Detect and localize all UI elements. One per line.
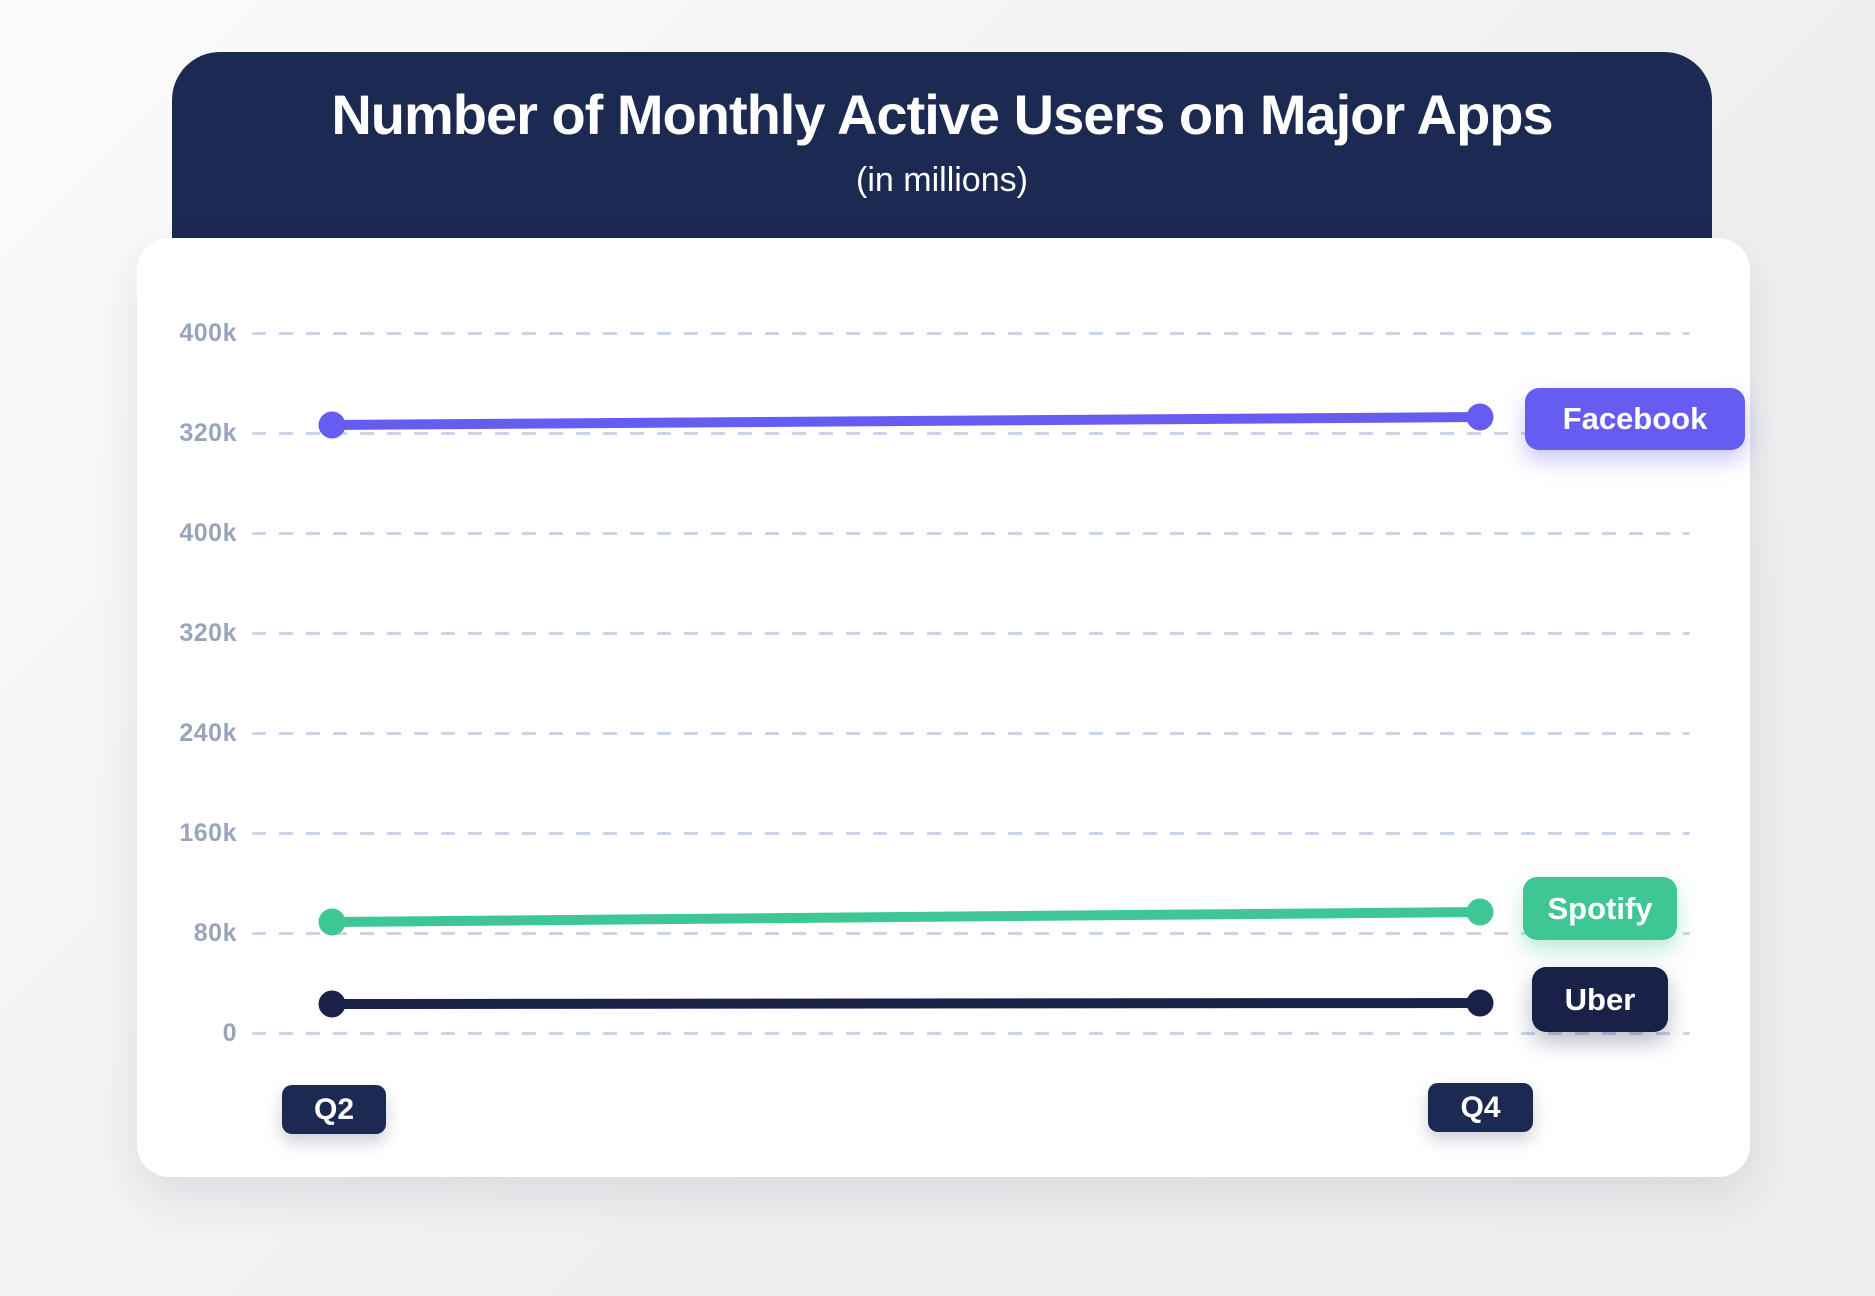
y-axis-label-240k: 240k [179, 719, 237, 747]
gridline [252, 932, 1690, 935]
gridline [252, 432, 1690, 435]
spotify-point-q2 [318, 908, 346, 936]
gridline [252, 1032, 1690, 1035]
gridline [252, 532, 1690, 535]
chart-title: Number of Monthly Active Users on Major … [331, 83, 1553, 146]
uber-point-q4 [1466, 989, 1494, 1017]
chart-header: Number of Monthly Active Users on Major … [172, 52, 1712, 238]
facebook-line [327, 412, 1485, 430]
y-axis-label-160k: 160k [179, 819, 237, 847]
gridline [252, 832, 1690, 835]
spotify-point-q4 [1466, 898, 1494, 926]
facebook-point-q4 [1466, 403, 1494, 431]
uber-line [327, 998, 1485, 1009]
line-plot [318, 403, 1494, 1018]
uber-point-q2 [318, 990, 346, 1018]
x-axis-label-q2: Q2 [282, 1085, 386, 1134]
y-axis-label-320k-b: 320k [179, 619, 237, 647]
chart-card: 400k 320k 400k 320k 240k 160k 80k 0 [137, 238, 1750, 1177]
y-axis-label-0: 0 [222, 1019, 237, 1047]
spotify-legend-badge: Spotify [1523, 877, 1677, 940]
uber-legend-badge: Uber [1532, 967, 1668, 1032]
x-axis-label-q4: Q4 [1428, 1083, 1533, 1132]
facebook-point-q2 [318, 411, 346, 439]
chart-subtitle: (in millions) [856, 161, 1028, 199]
y-axis-label-400k-a: 400k [179, 319, 237, 347]
gridline [252, 332, 1690, 335]
spotify-line [327, 907, 1485, 927]
gridline [252, 732, 1690, 735]
gridline [252, 632, 1690, 635]
y-axis-label-400k-b: 400k [179, 519, 237, 547]
y-axis-label-320k-a: 320k [179, 419, 237, 447]
y-axis-label-80k: 80k [193, 919, 237, 947]
facebook-legend-badge: Facebook [1525, 388, 1745, 450]
